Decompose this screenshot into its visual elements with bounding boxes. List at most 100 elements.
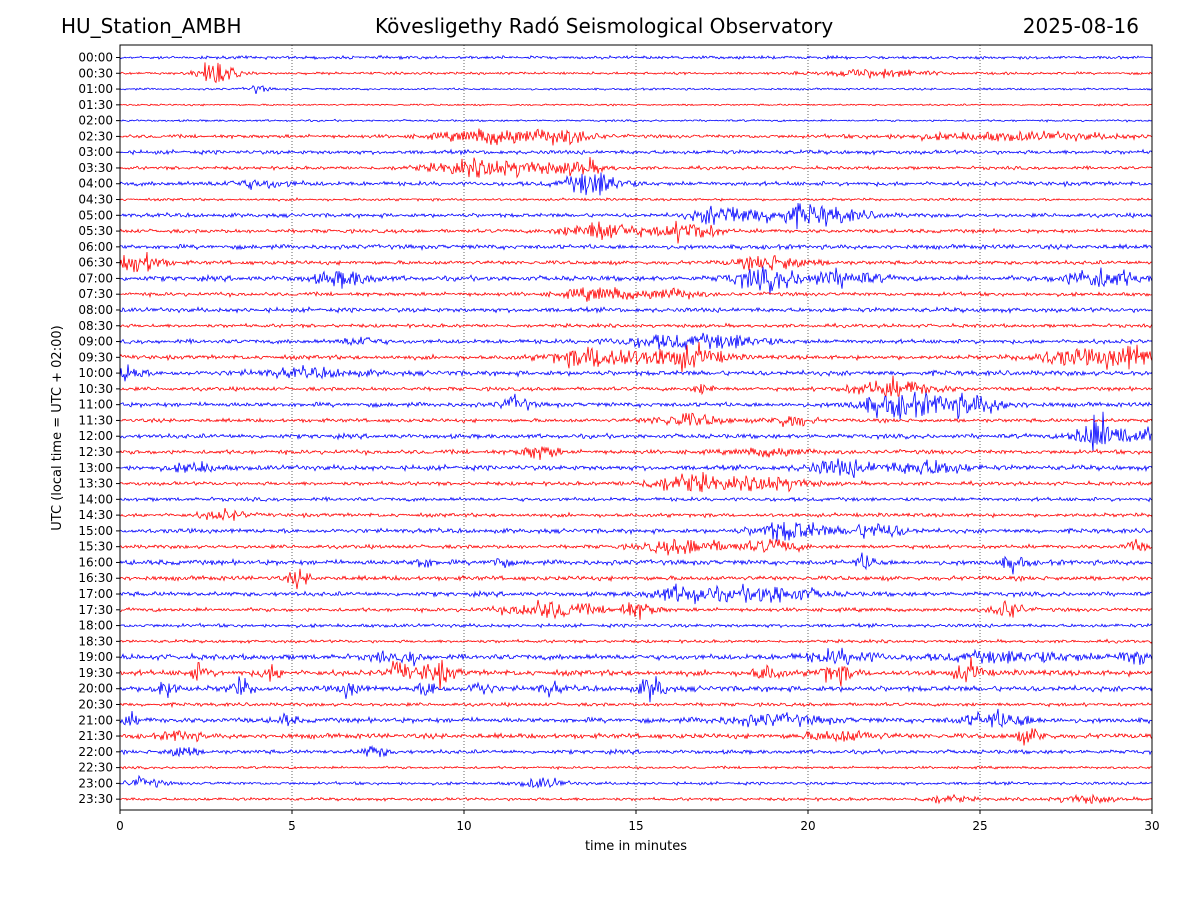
y-tick-label: 05:30 [78, 224, 113, 238]
trace-1100 [119, 391, 1153, 420]
y-tick-label: 21:30 [78, 729, 113, 743]
trace-2200 [119, 744, 1153, 758]
y-tick-label: 09:30 [78, 350, 113, 364]
x-axis-label: time in minutes [585, 839, 687, 854]
trace-1800 [119, 622, 1153, 629]
y-tick-label: 08:30 [78, 319, 113, 333]
y-tick-label: 22:00 [78, 745, 113, 759]
y-tick-label: 15:00 [78, 524, 113, 538]
y-tick-label: 12:30 [78, 445, 113, 459]
y-tick-label: 23:00 [78, 776, 113, 790]
trace-2230 [119, 765, 1153, 771]
y-tick-label: 19:00 [78, 650, 113, 664]
trace-1600 [119, 552, 1153, 575]
y-tick-label: 09:00 [78, 335, 113, 349]
y-tick-label: 03:00 [78, 145, 113, 159]
seismic-traces [119, 54, 1153, 805]
trace-1830 [119, 638, 1153, 645]
grid-lines [291, 45, 981, 810]
trace-1630 [119, 568, 1153, 590]
y-tick-label: 02:30 [78, 129, 113, 143]
y-tick-label: 13:00 [78, 461, 113, 475]
y-tick-label: 16:00 [78, 555, 113, 569]
station-name: HU_Station_AMBH [61, 14, 242, 38]
trace-0530 [119, 220, 1153, 244]
y-tick-label: 21:00 [78, 713, 113, 727]
trace-2130 [119, 728, 1153, 746]
trace-2300 [119, 774, 1153, 789]
x-tick-label: 25 [972, 819, 987, 833]
trace-2330 [119, 793, 1153, 805]
trace-1930 [119, 657, 1153, 690]
trace-1000 [119, 364, 1153, 382]
y-tick-label: 19:30 [78, 666, 113, 680]
y-tick-label: 07:00 [78, 271, 113, 285]
trace-1500 [119, 521, 1153, 542]
x-tick-label: 20 [800, 819, 815, 833]
trace-1700 [119, 583, 1153, 605]
y-tick-label: 14:30 [78, 508, 113, 522]
y-tick-label: 04:30 [78, 193, 113, 207]
trace-0630 [119, 252, 1153, 273]
trace-0730 [119, 287, 1153, 302]
trace-2100 [119, 708, 1153, 729]
y-tick-label: 07:30 [78, 287, 113, 301]
trace-2030 [119, 701, 1153, 709]
trace-1530 [119, 538, 1153, 556]
y-tick-label: 10:00 [78, 366, 113, 380]
trace-1030 [119, 375, 1153, 397]
trace-0500 [119, 203, 1153, 230]
y-tick-label: 23:30 [78, 792, 113, 806]
trace-0700 [119, 266, 1153, 294]
y-tick-label: 02:00 [78, 114, 113, 128]
trace-0030 [119, 62, 1153, 84]
x-tick-label: 0 [116, 819, 124, 833]
trace-0230 [119, 128, 1153, 146]
x-tick-label: 10 [456, 819, 471, 833]
y-tick-label: 13:30 [78, 477, 113, 491]
y-tick-label: 14:00 [78, 492, 113, 506]
y-tick-label: 12:00 [78, 429, 113, 443]
y-tick-label: 06:30 [78, 256, 113, 270]
trace-1900 [119, 647, 1153, 667]
trace-1200 [119, 411, 1153, 452]
x-tick-label: 15 [628, 819, 643, 833]
trace-1130 [119, 412, 1153, 428]
y-tick-label: 17:00 [78, 587, 113, 601]
y-tick-label: 00:30 [78, 66, 113, 80]
y-tick-label: 11:00 [78, 398, 113, 412]
trace-0930 [119, 341, 1153, 373]
trace-1230 [119, 446, 1153, 460]
y-tick-label: 10:30 [78, 382, 113, 396]
y-tick-label: 18:00 [78, 619, 113, 633]
trace-0400 [119, 172, 1153, 196]
x-tick-label: 5 [288, 819, 296, 833]
trace-1430 [119, 507, 1153, 522]
page-title: Kövesligethy Radó Seismological Observat… [375, 14, 834, 38]
y-tick-label: 16:30 [78, 571, 113, 585]
trace-1300 [119, 458, 1153, 479]
y-tick-label: 01:30 [78, 98, 113, 112]
y-axis-label: UTC (local time = UTC + 02:00) [50, 325, 65, 530]
y-tick-label: 01:00 [78, 82, 113, 96]
trace-0430 [119, 197, 1153, 202]
trace-1400 [119, 495, 1153, 503]
y-tick-label: 17:30 [78, 603, 113, 617]
y-tick-label: 15:30 [78, 540, 113, 554]
trace-2000 [119, 676, 1153, 703]
y-tick-label: 18:30 [78, 634, 113, 648]
x-tick-label: 30 [1144, 819, 1159, 833]
y-tick-label: 00:00 [78, 51, 113, 65]
trace-0830 [119, 322, 1153, 330]
trace-0800 [119, 305, 1153, 314]
y-tick-label: 20:30 [78, 697, 113, 711]
trace-0330 [119, 157, 1153, 179]
y-tick-label: 20:00 [78, 682, 113, 696]
trace-0600 [119, 243, 1153, 251]
y-tick-label: 22:30 [78, 761, 113, 775]
trace-1330 [119, 472, 1153, 493]
x-axis-ticks: 0 5 10 15 20 25 30 [116, 810, 1160, 833]
trace-0100 [119, 85, 1153, 95]
